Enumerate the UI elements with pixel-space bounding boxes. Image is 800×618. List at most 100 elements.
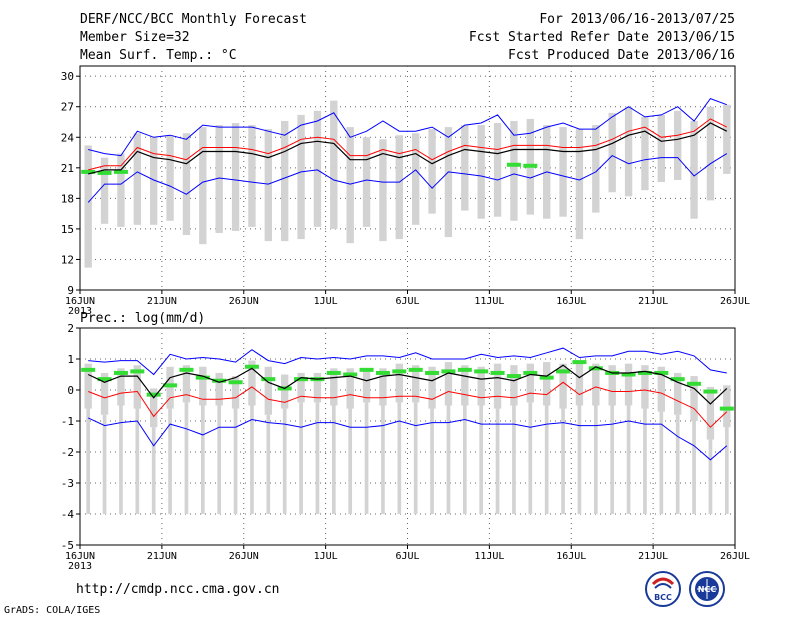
panel2-observed-mark — [490, 370, 505, 375]
panel2-box-whisker — [495, 408, 500, 514]
variable-label: Mean Surf. Temp.: °C — [80, 48, 237, 63]
panel1-box — [592, 125, 600, 213]
panel1-box — [395, 135, 403, 240]
panel1-clim-line — [88, 118, 728, 171]
panel2-box-whisker — [200, 405, 205, 514]
panel2-box-whisker — [610, 405, 615, 514]
panel1-box — [133, 133, 141, 225]
panel2-box — [84, 363, 92, 409]
panel1-lower-line — [87, 153, 728, 203]
panel2-box-whisker — [724, 427, 729, 514]
panel1-observed-mark — [81, 169, 96, 174]
panel1-x-tick-label: 26JUL — [720, 296, 750, 307]
panel2-y-tick-label: 1 — [67, 353, 74, 366]
panel1-y-tick-label: 18 — [61, 192, 74, 205]
source-url[interactable]: http://cmdp.ncc.cma.gov.cn — [76, 582, 280, 597]
panel2-box — [281, 374, 289, 409]
panel1-x-tick-label: 1JUL — [314, 296, 338, 307]
panel2-box — [575, 362, 584, 406]
panel2-x-tick-label: 16JUN — [65, 551, 95, 562]
panel1-box — [248, 125, 256, 227]
panel2-box — [346, 368, 354, 409]
panel2-box-whisker — [544, 405, 549, 514]
panel1-box — [608, 112, 616, 193]
panel1-box — [379, 139, 387, 242]
panel2-box — [182, 365, 191, 403]
panel2-box-whisker — [331, 405, 336, 514]
panel2-box — [166, 366, 174, 409]
panel2-box-whisker — [479, 405, 484, 514]
panel2-box-whisker — [430, 408, 434, 514]
panel2-box-whisker — [512, 405, 516, 514]
panel2-box-whisker — [381, 405, 385, 514]
bcc-logo: BCC — [645, 571, 681, 607]
panel2-observed-mark — [408, 367, 423, 372]
panel1-box — [444, 127, 453, 238]
panel1-x-tick-label: 16JUL — [556, 296, 586, 307]
panel2-box-whisker — [282, 408, 287, 514]
panel1-x-tick-label: 21JUL — [638, 296, 668, 307]
panel1-box — [281, 120, 289, 242]
panel2-y-tick-label: -1 — [61, 415, 74, 428]
panel2-box — [133, 365, 141, 409]
panel2-observed-mark — [703, 389, 718, 394]
panel1-box — [510, 120, 518, 221]
panel2-x-tick-label: 11JUL — [474, 551, 504, 562]
panel1-box — [575, 129, 584, 240]
panel1-box — [100, 157, 109, 224]
panel2-box — [215, 372, 223, 406]
panel1-y-tick-label: 21 — [61, 162, 74, 175]
panel1-x-tick-label: 21JUN — [147, 296, 177, 307]
panel2-box — [444, 362, 453, 406]
panel2-observed-mark — [81, 367, 96, 372]
panel2-box — [264, 366, 272, 415]
panel2-observed-mark — [621, 372, 636, 377]
panel2-observed-mark — [425, 370, 440, 375]
panel2-box-whisker — [626, 405, 631, 514]
panel1-observed-mark — [113, 169, 128, 174]
panel2-box-whisker — [659, 411, 664, 514]
panel2-box-whisker — [675, 414, 680, 514]
panel2-observed-mark — [506, 374, 521, 379]
panel2-box-whisker — [692, 421, 696, 514]
panel1-y-tick-label: 27 — [61, 101, 74, 114]
panel2-box-whisker — [315, 402, 320, 514]
panel2-box-whisker — [151, 427, 156, 514]
panel2-x-tick-label: 16JUL — [556, 551, 586, 562]
panel2-box — [117, 368, 125, 406]
panel2-box-whisker — [135, 408, 140, 514]
panel2-observed-mark — [637, 370, 652, 375]
panel1-observed-mark — [506, 162, 521, 167]
panel2-observed-mark — [228, 380, 243, 385]
panel2-box — [100, 372, 109, 415]
grads-credit: GrADS: COLA/IGES — [4, 605, 101, 616]
panel2-x-tick-label: 1JUL — [314, 551, 338, 562]
panel1-box — [182, 133, 191, 236]
ncc-logo: NCC — [689, 571, 725, 607]
panel1-y-tick-label: 12 — [61, 253, 74, 266]
panel2-box-whisker — [561, 408, 565, 514]
panel1-box — [264, 129, 272, 242]
panel2-box-whisker — [397, 402, 402, 514]
panel2-observed-mark — [163, 383, 178, 388]
panel1-y-tick-label: 9 — [67, 284, 74, 297]
panel2-box-whisker — [708, 439, 713, 514]
panel2-observed-mark — [113, 370, 128, 375]
panel2-observed-mark — [97, 377, 112, 382]
panel1-observed-mark — [97, 170, 112, 175]
panel2-box-whisker — [348, 408, 353, 514]
panel2-box-whisker — [577, 405, 582, 514]
panel2-box-whisker — [184, 402, 189, 514]
panel2-box — [624, 363, 633, 406]
panel1-box — [461, 125, 469, 211]
panel1-box — [412, 133, 420, 225]
panel2-box-whisker — [217, 405, 222, 514]
panel2-observed-mark — [441, 369, 456, 374]
panel2-observed-mark — [179, 367, 194, 372]
panel2-box — [543, 362, 551, 406]
panel2-y-tick-label: 0 — [67, 384, 74, 397]
panel2-box — [706, 386, 715, 440]
panel1-box — [84, 145, 92, 268]
panel2-box — [723, 385, 731, 428]
